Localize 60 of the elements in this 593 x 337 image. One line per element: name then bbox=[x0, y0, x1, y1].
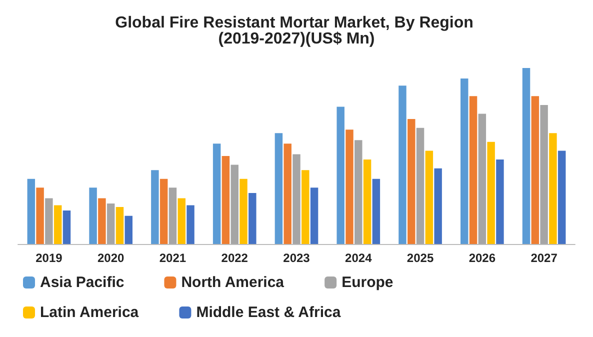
bar bbox=[151, 170, 159, 244]
bar bbox=[469, 96, 478, 244]
bar bbox=[434, 168, 442, 244]
bar bbox=[284, 144, 292, 244]
bar bbox=[558, 150, 566, 244]
bar bbox=[354, 140, 362, 244]
bar bbox=[248, 192, 256, 244]
x-tick-label: 2023 bbox=[283, 251, 310, 265]
bar bbox=[310, 188, 318, 244]
bar bbox=[540, 104, 548, 244]
bar bbox=[116, 207, 124, 244]
bar bbox=[496, 160, 504, 244]
bar bbox=[230, 164, 238, 244]
bar bbox=[416, 128, 424, 244]
bar bbox=[124, 216, 132, 244]
bar bbox=[478, 114, 486, 244]
x-tick-label: 2021 bbox=[159, 251, 186, 265]
bar bbox=[460, 78, 468, 244]
bar bbox=[336, 106, 344, 244]
bar bbox=[302, 170, 310, 244]
bar bbox=[363, 160, 372, 244]
x-tick-label: 2022 bbox=[221, 251, 248, 265]
legend-label: Europe bbox=[342, 274, 394, 291]
legend-label: Middle East & Africa bbox=[196, 304, 342, 321]
legend-label: Asia Pacific bbox=[40, 274, 124, 291]
x-tick-label: 2027 bbox=[530, 251, 558, 265]
bar bbox=[274, 133, 283, 244]
x-tick-label: 2025 bbox=[406, 251, 434, 265]
legend-label: North America bbox=[181, 274, 285, 291]
bar bbox=[408, 119, 416, 244]
bar bbox=[346, 130, 354, 244]
bar bbox=[168, 188, 177, 244]
bar bbox=[425, 150, 434, 244]
bar bbox=[549, 133, 557, 244]
bar bbox=[54, 205, 62, 244]
bar bbox=[36, 188, 44, 244]
bar bbox=[186, 205, 194, 244]
bar bbox=[372, 178, 380, 244]
x-tick-label: 2019 bbox=[36, 251, 63, 265]
bar bbox=[89, 188, 97, 244]
bar bbox=[487, 142, 495, 244]
bar bbox=[240, 178, 248, 244]
bar bbox=[222, 156, 230, 244]
bar bbox=[531, 96, 540, 244]
legend-label: Latin America bbox=[40, 304, 140, 321]
bar bbox=[292, 154, 300, 244]
bar bbox=[98, 198, 106, 244]
bar bbox=[106, 204, 115, 244]
bar bbox=[160, 178, 168, 244]
bar bbox=[27, 178, 36, 244]
bar bbox=[62, 210, 71, 244]
chart-title: Global Fire Resistant Mortar Market, By Region (2019-2027)(US$ Mn) bbox=[115, 14, 478, 48]
bar bbox=[212, 144, 221, 244]
bar bbox=[178, 198, 186, 244]
bar bbox=[522, 68, 530, 244]
x-tick-label: 2020 bbox=[97, 251, 125, 265]
x-tick-label: 2026 bbox=[468, 251, 496, 265]
x-tick-label: 2024 bbox=[345, 251, 372, 265]
bar bbox=[45, 198, 53, 244]
bar bbox=[398, 86, 406, 244]
